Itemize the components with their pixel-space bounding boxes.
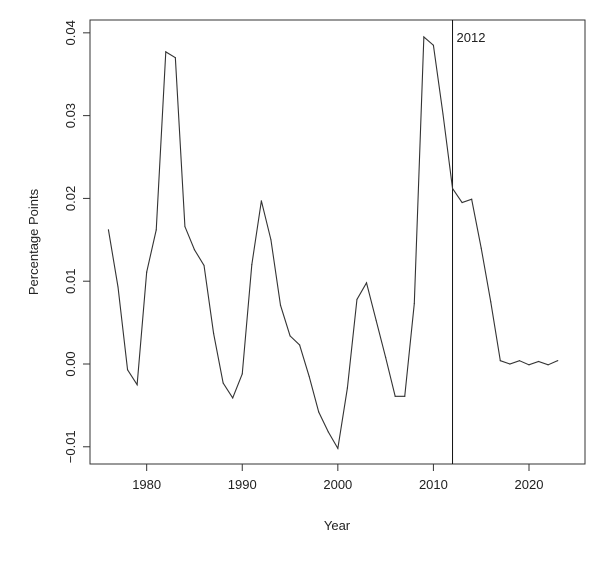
data-point-1986 [203,264,205,267]
data-point-2010 [432,44,435,46]
data-point-1988 [222,382,224,384]
y-tick-label: 0.02 [63,186,78,211]
x-axis-label: Year [324,518,351,533]
data-point-1995 [289,335,291,337]
data-point-1997 [308,375,310,378]
data-point-2017 [499,360,501,362]
data-point-1998 [318,411,320,413]
data-point-2014 [471,198,473,200]
data-point-2007 [404,395,406,397]
data-point-2003 [365,282,368,284]
data-point-2009 [423,36,425,38]
data-point-1977 [117,286,119,288]
data-point-2018 [509,363,511,365]
x-tick-label: 1990 [228,477,257,492]
data-point-1996 [299,344,301,346]
data-point-2012 [451,187,454,190]
x-tick-label: 2000 [323,477,352,492]
data-point-1989 [232,397,234,399]
y-tick-label: 0.00 [63,351,78,376]
data-point-2000 [337,447,339,450]
data-point-2019 [518,360,521,362]
data-point-2020 [528,364,530,366]
data-point-1976 [107,229,110,231]
data-point-1980 [146,271,148,273]
y-tick-label: −0.01 [63,430,78,463]
data-point-2015 [480,247,482,249]
data-point-1991 [251,264,253,266]
data-point-2023 [557,360,559,362]
data-point-2001 [346,387,348,389]
x-tick-label: 1980 [132,477,161,492]
y-tick-label: 0.03 [63,103,78,128]
data-point-1981 [155,229,157,231]
y-tick-label: 0.01 [63,269,78,294]
data-point-1985 [193,249,196,251]
x-tick-label: 2010 [419,477,448,492]
data-point-1993 [270,239,272,241]
data-point-2016 [490,301,492,303]
data-point-2005 [385,356,387,358]
data-point-2008 [413,302,415,305]
data-point-1999 [327,431,329,433]
data-point-2013 [461,201,463,204]
data-point-2011 [442,113,444,115]
data-point-1994 [279,304,282,306]
data-point-2021 [537,360,540,363]
y-tick-label: 0.04 [63,20,78,45]
data-point-1990 [241,373,243,375]
vline-label: 2012 [457,30,486,45]
series-line [107,35,558,451]
data-point-1987 [212,332,215,334]
data-point-1992 [260,200,262,202]
data-point-1983 [174,57,176,59]
data-point-1984 [184,225,186,228]
data-point-1978 [126,369,129,371]
y-axis-label: Percentage Points [26,188,41,295]
data-point-2006 [394,395,396,397]
data-point-2004 [375,319,377,321]
data-point-2002 [356,298,358,301]
data-point-1979 [136,384,138,386]
x-tick-label: 2020 [515,477,544,492]
data-point-1982 [165,51,167,53]
data-point-2022 [547,364,549,366]
